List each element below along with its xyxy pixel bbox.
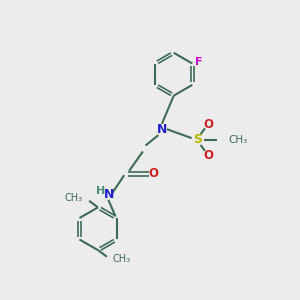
Text: N: N [157,123,167,136]
Text: O: O [203,118,213,130]
Text: CH₃: CH₃ [65,194,83,203]
Text: S: S [193,133,202,146]
Text: F: F [195,57,202,67]
Text: CH₃: CH₃ [113,254,131,264]
Text: N: N [104,188,115,201]
Text: CH₃: CH₃ [229,135,248,145]
Text: O: O [203,148,213,162]
Text: O: O [149,167,159,180]
Text: H: H [96,186,106,196]
